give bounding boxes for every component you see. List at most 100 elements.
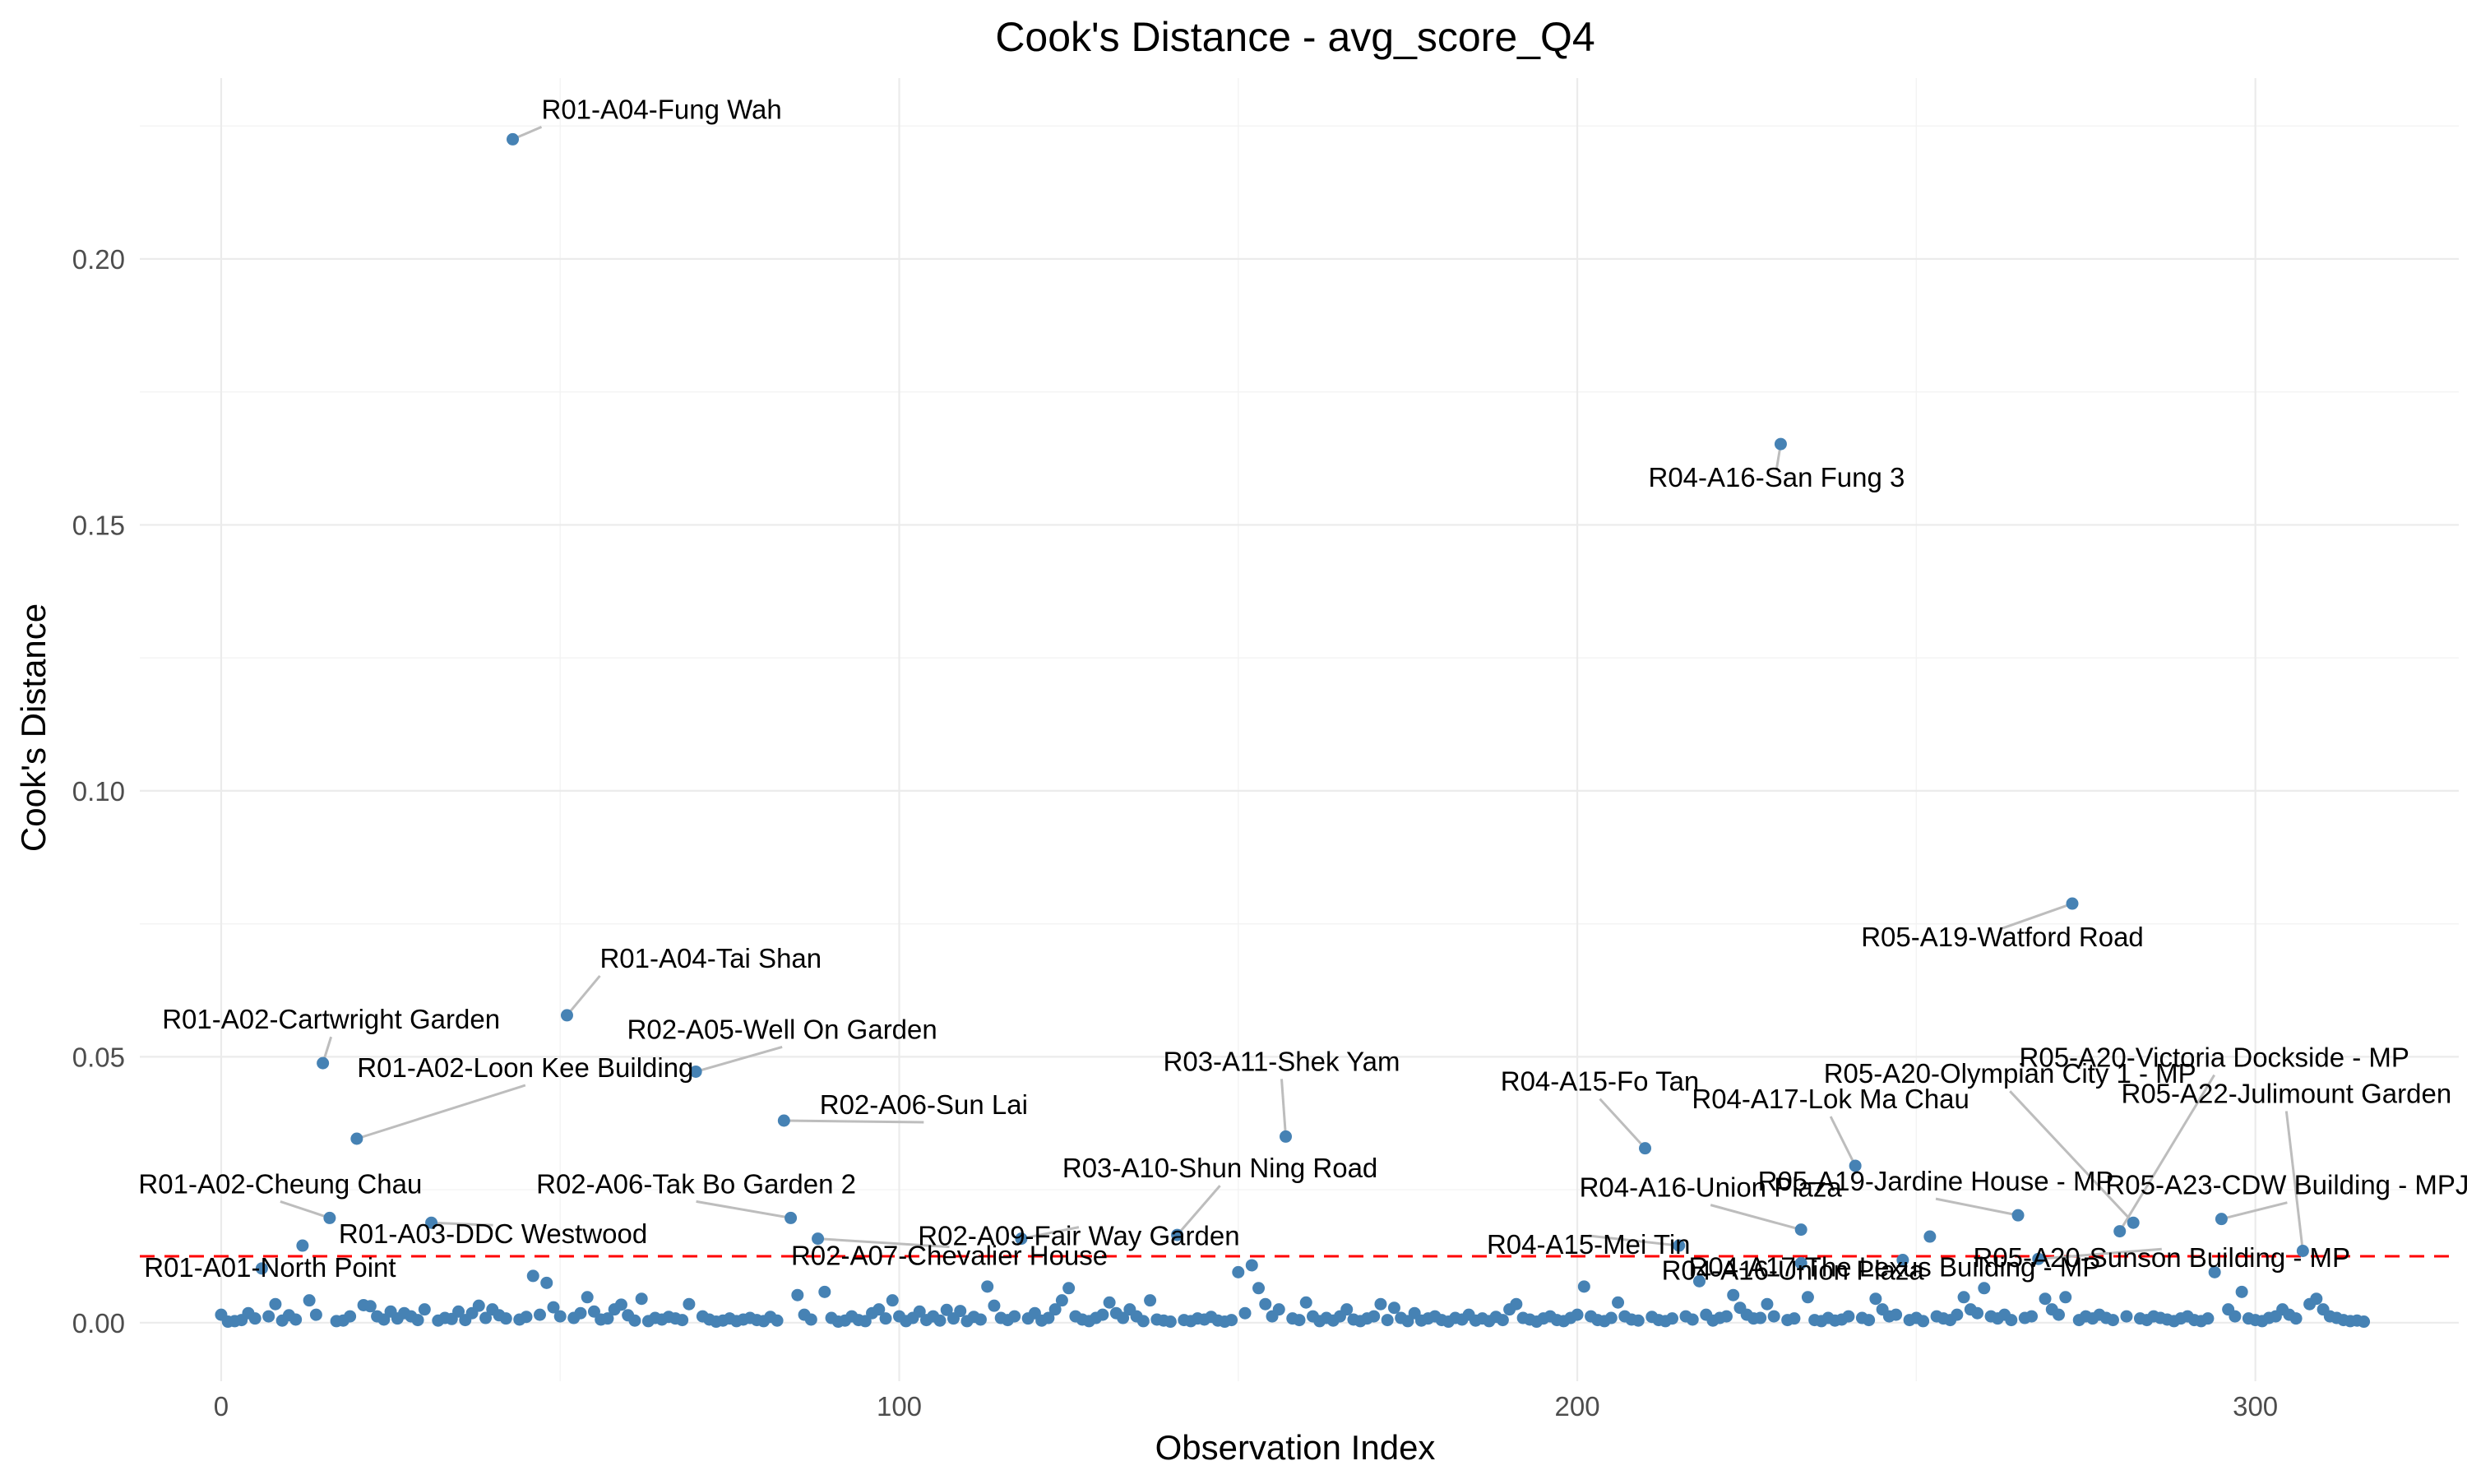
point-label: R05-A19-Jardine House - MP (1758, 1166, 2114, 1196)
data-point (1340, 1303, 1354, 1316)
data-point (2059, 1291, 2072, 1304)
data-point (1008, 1310, 1021, 1323)
data-point (296, 1239, 309, 1252)
data-point (411, 1314, 424, 1327)
data-point (1951, 1308, 1964, 1321)
point-label: R03-A10-Shun Ning Road (1062, 1153, 1377, 1183)
data-point (1252, 1282, 1266, 1295)
data-point (499, 1312, 512, 1325)
data-point-labeled (2032, 1252, 2045, 1265)
label-connector (695, 1046, 783, 1073)
data-point (1381, 1314, 1394, 1327)
data-point-labeled (1794, 1223, 1807, 1237)
data-point (2358, 1315, 2371, 1329)
data-point (974, 1313, 987, 1326)
data-point-labeled (2011, 1209, 2025, 1222)
data-point (262, 1310, 275, 1323)
point-label: R03-A11-Shek Yam (1164, 1046, 1400, 1076)
data-point-labeled (785, 1211, 798, 1224)
data-point (533, 1308, 546, 1321)
data-point (1144, 1294, 1157, 1307)
point-label: R01-A02-Loon Kee Building (357, 1052, 693, 1083)
label-connector (2284, 1111, 2304, 1251)
y-axis-label: Cook's Distance (14, 603, 53, 852)
data-point (1096, 1308, 1109, 1321)
point-label: R02-A06-Sun Lai (820, 1089, 1028, 1120)
label-connector (280, 1200, 331, 1219)
x-tick-label: 100 (877, 1391, 922, 1422)
data-point (553, 1310, 567, 1323)
data-point (913, 1305, 926, 1318)
data-point (1971, 1306, 1984, 1320)
data-point (1978, 1282, 1991, 1295)
data-point (940, 1303, 953, 1316)
point-label: R01-A02-Cartwright Garden (162, 1004, 500, 1034)
data-point (2201, 1312, 2215, 1325)
point-label: R04-A16-Union Plaza (1662, 1255, 1925, 1285)
data-point-labeled (1171, 1228, 1184, 1241)
data-point-labeled (560, 1009, 573, 1022)
point-label: R05-A20-Olympian City 1 - MP (1824, 1058, 2196, 1089)
data-point (1232, 1265, 1245, 1278)
data-point (452, 1305, 465, 1318)
data-point-labeled (1774, 437, 1787, 451)
data-point (309, 1308, 322, 1321)
data-point (472, 1299, 485, 1312)
data-point (1788, 1312, 1801, 1325)
label-connector (1829, 1116, 1857, 1167)
point-label: R02-A06-Tak Bo Garden 2 (536, 1168, 856, 1199)
data-point (2289, 1312, 2303, 1325)
data-point (2053, 1308, 2066, 1321)
data-point (2208, 1265, 2221, 1278)
label-connector (1176, 1185, 1221, 1237)
data-point-labeled (255, 1262, 268, 1275)
data-point (879, 1312, 892, 1325)
data-point (574, 1306, 587, 1320)
data-point (1923, 1230, 1937, 1243)
point-label: R01-A04-Tai Shan (599, 943, 822, 973)
label-connector (784, 1119, 924, 1124)
point-label: R02-A09-Fair Way Garden (918, 1221, 1239, 1251)
data-point (1612, 1296, 1625, 1309)
data-point (1117, 1311, 1130, 1325)
data-point (933, 1314, 947, 1327)
point-label: R02-A07-Chevalier House (791, 1241, 1108, 1271)
y-tick-label: 0.00 (72, 1308, 125, 1338)
data-point-labeled (1794, 1256, 1807, 1269)
data-point (981, 1280, 994, 1293)
data-point (1761, 1297, 1774, 1311)
data-point-labeled (1673, 1239, 1686, 1252)
data-point (2235, 1285, 2248, 1298)
data-point (581, 1291, 594, 1304)
data-point-labeled (2296, 1245, 2309, 1257)
data-point (1686, 1313, 1699, 1326)
data-point-labeled (350, 1132, 363, 1145)
data-point (2039, 1292, 2052, 1306)
point-label: R04-A16-San Fung 3 (1649, 462, 1905, 492)
data-point (1055, 1294, 1068, 1307)
data-point (289, 1313, 303, 1326)
data-point (1510, 1297, 1523, 1311)
label-connector (2221, 1201, 2288, 1221)
data-point (954, 1305, 967, 1318)
data-point (1890, 1308, 1903, 1321)
data-point (418, 1303, 431, 1316)
data-point (2229, 1310, 2242, 1323)
point-label: R04-A17-The Lexus Building - MP (1688, 1251, 2100, 1282)
point-label: R04-A16-Union Plaza (1580, 1172, 1843, 1203)
data-point-labeled (777, 1114, 790, 1127)
label-connector (2118, 1074, 2216, 1232)
data-point (1692, 1274, 1706, 1288)
data-point (303, 1294, 316, 1307)
data-point (1042, 1311, 1055, 1325)
data-point (886, 1294, 899, 1307)
point-label: R04-A15-Fo Tan (1501, 1066, 1700, 1097)
data-point (2005, 1314, 2018, 1327)
data-point (2120, 1310, 2133, 1323)
label-connector (1599, 1098, 1646, 1149)
point-label: R05-A20-Sunson Building - MP (1973, 1242, 2350, 1273)
data-point (1136, 1315, 1150, 1328)
y-tick-label: 0.10 (72, 776, 125, 807)
